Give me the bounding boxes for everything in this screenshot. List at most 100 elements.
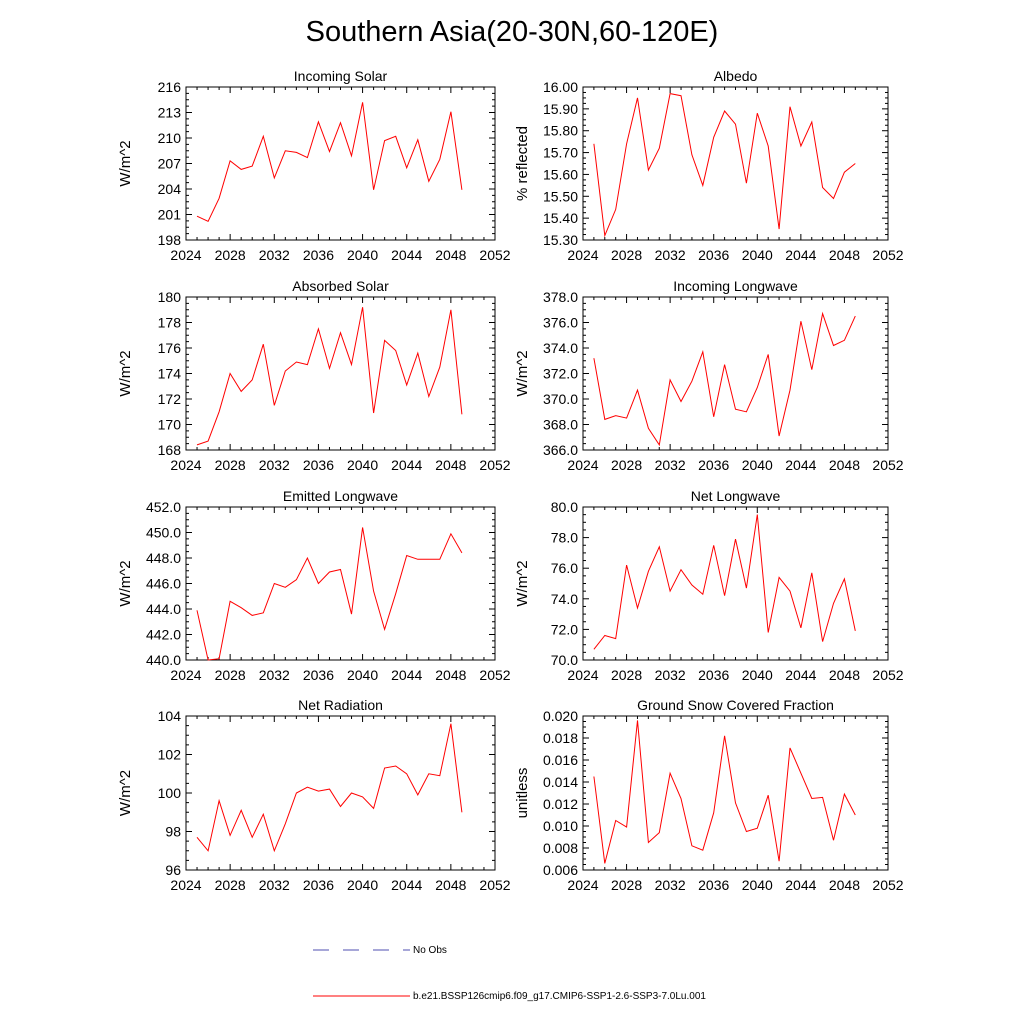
x-tick-label: 2032 <box>655 247 686 263</box>
x-tick-label: 2036 <box>303 457 334 473</box>
x-tick-label: 2052 <box>479 457 510 473</box>
panel-title: Ground Snow Covered Fraction <box>637 697 834 713</box>
y-tick-label: 204 <box>158 181 182 197</box>
x-tick-label: 2052 <box>479 667 510 683</box>
x-tick-label: 2052 <box>872 877 903 893</box>
x-tick-label: 2048 <box>829 667 860 683</box>
x-tick-label: 2032 <box>655 457 686 473</box>
y-tick-label: 178 <box>158 315 182 331</box>
panel-title: Incoming Longwave <box>673 278 798 294</box>
x-tick-label: 2028 <box>611 877 642 893</box>
y-axis-label: % reflected <box>514 126 531 201</box>
y-tick-label: 0.020 <box>543 708 578 724</box>
y-tick-label: 98 <box>165 824 181 840</box>
y-tick-label: 213 <box>158 105 182 121</box>
y-tick-label: 74.0 <box>551 591 578 607</box>
x-tick-label: 2044 <box>785 247 816 263</box>
x-tick-label: 2024 <box>170 247 201 263</box>
panel-net-longwave: Net Longwave W/m^2 2024 2028 2032 2036 2040 204… <box>514 488 904 683</box>
x-tick-label: 2036 <box>303 667 334 683</box>
panel-incoming-longwave: Incoming Longwave W/m^2 2024 2028 2032 2036 20… <box>514 278 904 473</box>
y-axis-label: unitless <box>514 768 531 819</box>
y-tick-label: 78.0 <box>551 530 578 546</box>
x-tick-label: 2048 <box>829 877 860 893</box>
series-line <box>196 102 463 222</box>
x-tick-label: 2024 <box>567 247 598 263</box>
x-tick-label: 2040 <box>347 247 378 263</box>
x-tick-label: 2028 <box>611 457 642 473</box>
x-tick-label: 2044 <box>391 247 422 263</box>
x-tick-label: 2044 <box>391 877 422 893</box>
x-tick-label: 2040 <box>742 247 773 263</box>
x-tick-label: 2036 <box>698 667 729 683</box>
x-tick-label: 2032 <box>655 667 686 683</box>
x-tick-label: 2032 <box>655 877 686 893</box>
y-tick-label: 0.018 <box>543 730 578 746</box>
plot-frame <box>582 86 889 241</box>
y-axis-label: W/m^2 <box>117 560 134 606</box>
x-tick-label: 2040 <box>742 457 773 473</box>
y-tick-label: 100 <box>158 785 182 801</box>
x-tick-label: 2040 <box>347 877 378 893</box>
y-axis-label: W/m^2 <box>117 350 134 396</box>
x-tick-label: 2028 <box>611 247 642 263</box>
x-tick-label: 2028 <box>215 457 246 473</box>
x-tick-label: 2032 <box>259 247 290 263</box>
y-tick-label: 210 <box>158 130 182 146</box>
y-tick-label: 446.0 <box>146 576 181 592</box>
y-tick-label: 15.40 <box>543 210 578 226</box>
x-tick-label: 2028 <box>611 667 642 683</box>
x-tick-label: 2040 <box>347 667 378 683</box>
y-tick-label: 16.00 <box>543 79 578 95</box>
y-tick-label: 168 <box>158 442 182 458</box>
y-tick-label: 176 <box>158 340 182 356</box>
plot-frame <box>582 715 889 871</box>
y-axis-label: W/m^2 <box>514 560 531 606</box>
y-tick-label: 366.0 <box>543 442 578 458</box>
x-tick-label: 2024 <box>170 667 201 683</box>
y-tick-label: 374.0 <box>543 340 578 356</box>
x-tick-label: 2048 <box>435 877 466 893</box>
panel-title: Absorbed Solar <box>292 278 389 294</box>
panels: Incoming Solar W/m^2 2024 2028 2032 2036 2040 2… <box>117 68 904 893</box>
x-tick-label: 2044 <box>785 877 816 893</box>
x-tick-label: 2052 <box>479 247 510 263</box>
panel-absorbed-solar: Absorbed Solar W/m^2 2024 2028 2032 2036 2040 2… <box>117 278 511 473</box>
x-tick-label: 2044 <box>785 457 816 473</box>
y-tick-label: 372.0 <box>543 366 578 382</box>
x-tick-label: 2052 <box>872 457 903 473</box>
x-tick-label: 2032 <box>259 877 290 893</box>
y-tick-label: 368.0 <box>543 417 578 433</box>
x-tick-label: 2036 <box>303 247 334 263</box>
y-tick-label: 70.0 <box>551 652 578 668</box>
panel-emitted-longwave: Emitted Longwave W/m^2 2024 2028 2032 2036 204… <box>117 488 511 683</box>
y-tick-label: 198 <box>158 232 182 248</box>
x-tick-label: 2024 <box>170 457 201 473</box>
x-tick-label: 2040 <box>347 457 378 473</box>
y-tick-label: 180 <box>158 289 182 305</box>
series-line <box>593 93 856 238</box>
y-tick-label: 102 <box>158 747 182 763</box>
y-tick-label: 378.0 <box>543 289 578 305</box>
y-tick-label: 15.60 <box>543 166 578 182</box>
y-axis-label: W/m^2 <box>117 140 134 186</box>
x-tick-label: 2048 <box>435 247 466 263</box>
y-tick-label: 0.008 <box>543 840 578 856</box>
x-tick-label: 2040 <box>742 877 773 893</box>
x-tick-label: 2044 <box>785 667 816 683</box>
figure-title: Southern Asia(20-30N,60-120E) <box>306 16 719 48</box>
y-axis-label: W/m^2 <box>514 350 531 396</box>
y-tick-label: 0.014 <box>543 774 578 790</box>
x-tick-label: 2052 <box>479 877 510 893</box>
y-tick-label: 80.0 <box>551 499 578 515</box>
x-tick-label: 2048 <box>829 457 860 473</box>
x-tick-label: 2024 <box>170 877 201 893</box>
y-tick-label: 0.010 <box>543 818 578 834</box>
y-tick-label: 201 <box>158 207 182 223</box>
plot-frame <box>185 506 496 661</box>
legend-obs-label: No Obs <box>413 945 447 956</box>
y-tick-label: 0.016 <box>543 752 578 768</box>
y-tick-label: 207 <box>158 156 182 172</box>
x-tick-label: 2036 <box>698 457 729 473</box>
